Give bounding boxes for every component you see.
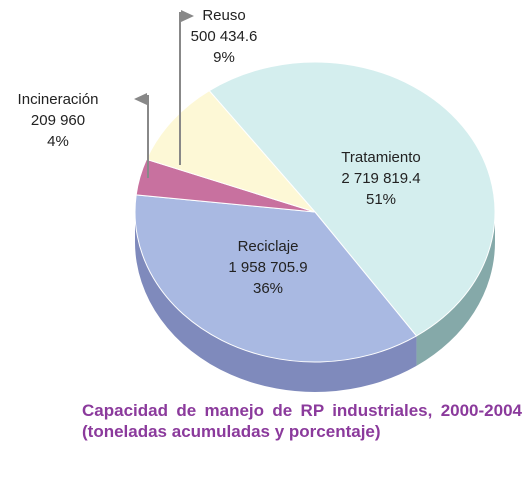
slice-percent: 36% (252, 280, 284, 297)
slice-side (416, 212, 495, 366)
slice-label: Reuso 500 434.6 9% (191, 5, 258, 68)
slice-name: Tratamiento (341, 149, 421, 166)
slice-label: Reciclaje 1 958 705.9 36% (228, 236, 307, 299)
pointer-flag (134, 93, 147, 105)
pie-slice (134, 194, 418, 363)
pointer-flag (181, 10, 194, 22)
slice-side (135, 212, 417, 392)
pie-slices (134, 61, 496, 363)
slice-value: 2 719 819.4 (341, 170, 421, 187)
slice-name: Incineración (17, 91, 99, 108)
pie-slice (208, 61, 496, 337)
slice-label: Incineración 209 960 4% (18, 89, 99, 152)
slice-percent: 9% (213, 49, 235, 66)
chart-title: Capacidad de manejo de RP industriales, … (82, 401, 522, 441)
slice-value: 1 958 705.9 (228, 259, 308, 276)
slice-percent: 4% (47, 133, 69, 150)
slice-label: Tratamiento 2 719 819.4 51% (341, 147, 420, 210)
slice-name: Reuso (202, 7, 246, 24)
pie-sides (135, 212, 495, 392)
slice-percent: 51% (365, 191, 397, 208)
slice-name: Reciclaje (237, 238, 299, 255)
slice-value: 209 960 (30, 112, 86, 129)
slice-value: 500 434.6 (190, 28, 258, 45)
pointers (134, 10, 194, 178)
